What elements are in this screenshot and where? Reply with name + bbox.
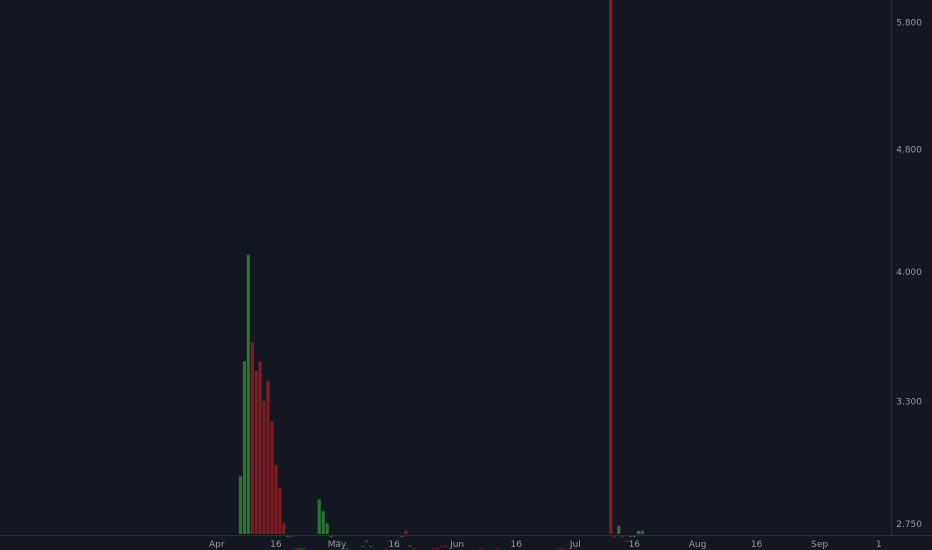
time-axis-tick: 16 [751, 540, 763, 550]
volume-bar [632, 535, 636, 537]
volume-bar [621, 535, 625, 537]
volume-bar [443, 545, 447, 547]
volume-bar [396, 545, 400, 547]
time-axis-tick: Jul [569, 540, 581, 550]
volume-bar [266, 380, 270, 534]
volume-pane [238, 0, 644, 550]
volume-bar [384, 548, 388, 550]
volume-bar [625, 540, 629, 542]
volume-bar [250, 342, 254, 534]
volume-bar [628, 535, 633, 537]
volume-bar [435, 548, 439, 550]
volume-bar [294, 548, 298, 550]
volume-bar [479, 548, 483, 550]
time-axis-tick: May [328, 540, 347, 550]
price-axis-tick: 4.800 [896, 146, 922, 156]
volume-bar [361, 545, 365, 547]
volume-bar [282, 523, 286, 534]
volume-bar [242, 361, 246, 534]
volume-bar [301, 548, 306, 550]
volume-bar [321, 511, 325, 534]
time-axis-tick: 16 [270, 540, 282, 550]
volume-bar [617, 525, 621, 534]
volume-bar [333, 540, 337, 542]
volume-bar [636, 530, 640, 534]
price-axis-tick: 5.800 [896, 18, 922, 28]
volume-bar [558, 548, 562, 550]
volume-bar [408, 545, 412, 547]
volume-bar [317, 499, 321, 534]
volume-bar [364, 540, 369, 542]
volume-bar [246, 255, 250, 534]
volume-bar [325, 523, 329, 534]
time-axis-tick: Jun [449, 540, 464, 550]
volume-bar [329, 535, 333, 537]
volume-bar [274, 465, 278, 534]
price-axis-tick: 4.000 [896, 268, 922, 278]
volume-bar [297, 548, 302, 550]
time-axis-tick: Aug [689, 540, 707, 550]
volume-bar [286, 535, 290, 537]
volume-bar [494, 548, 499, 550]
volume-bar [561, 548, 566, 550]
volume-bar [609, 0, 613, 535]
volume-bar [238, 476, 242, 534]
time-axis-tick: 1 [876, 540, 882, 550]
price-axis-tick: 2.750 [896, 520, 922, 530]
volume-bar [278, 487, 282, 534]
time-axis[interactable]: Apr 16 May 16 Jun 16 Jul 16 Aug 16 Sep 1 [209, 540, 882, 550]
volume-bar [337, 540, 341, 542]
volume-bar [400, 535, 404, 537]
volume-bar [341, 548, 345, 550]
volume-bar [613, 535, 617, 537]
volume-bar [270, 421, 274, 534]
volume-bar [290, 535, 294, 537]
volume-bar [368, 545, 373, 547]
price-axis[interactable]: 110.00090.00074.00062.00050.00040.00032.… [885, 0, 922, 530]
volume-bar [258, 361, 262, 534]
volume-bar [345, 548, 349, 550]
volume-bar [254, 371, 258, 534]
volume-bar [439, 545, 443, 547]
time-axis-tick: 16 [629, 540, 641, 550]
volume-bar [431, 548, 436, 550]
time-axis-tick: 16 [388, 540, 400, 550]
time-axis-tick: Apr [209, 540, 225, 550]
volume-bar [412, 548, 416, 550]
time-axis-tick: Sep [811, 540, 828, 550]
volume-bar [640, 530, 644, 534]
volume-bar [404, 530, 408, 534]
time-axis-tick: 16 [510, 540, 522, 550]
price-axis-tick: 3.300 [896, 397, 922, 407]
volume-bar [262, 400, 266, 534]
